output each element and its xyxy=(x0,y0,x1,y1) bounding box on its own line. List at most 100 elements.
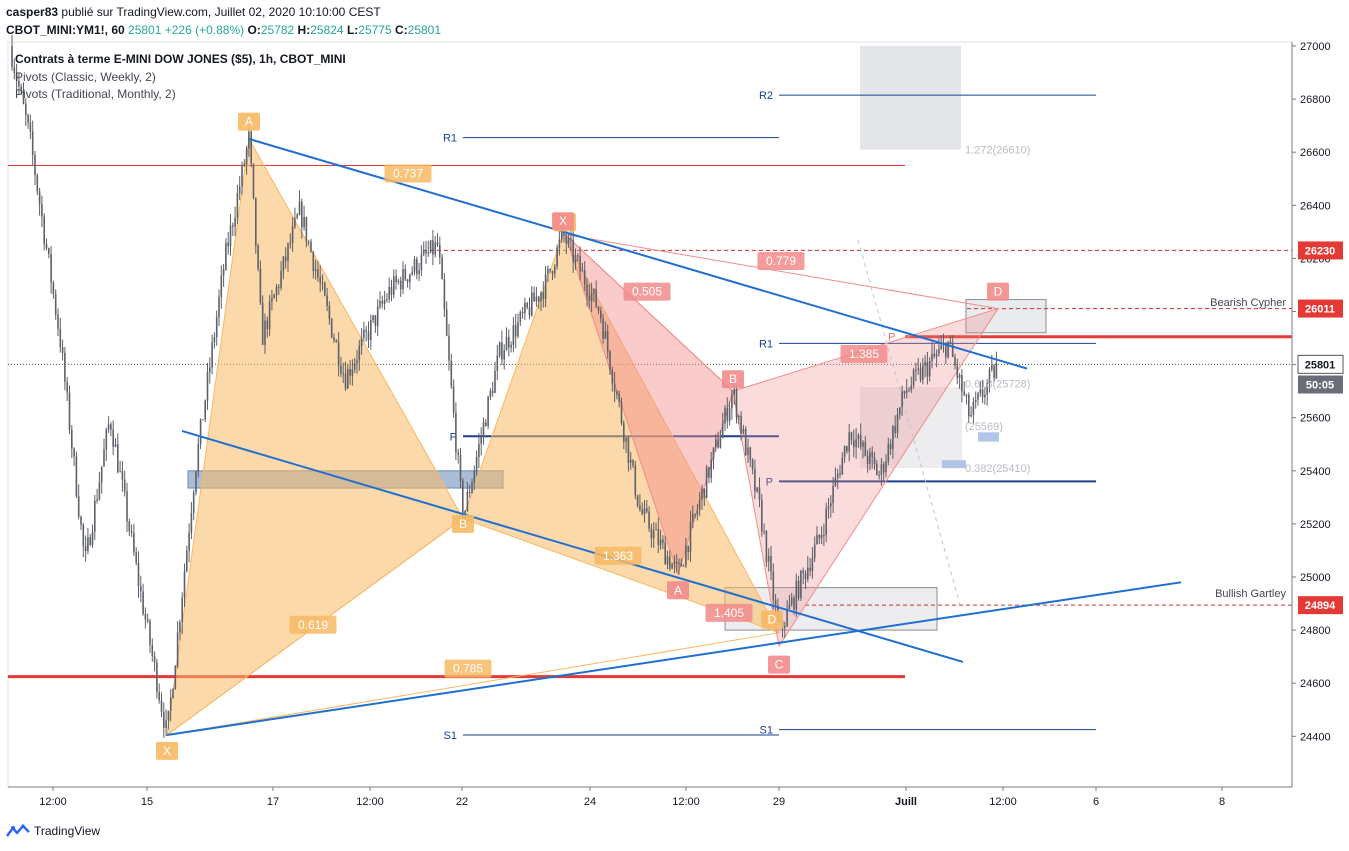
gartley-ratio-xd-bg xyxy=(444,659,492,678)
fib-level-label: 0.382(25410) xyxy=(965,463,1030,475)
candle-body xyxy=(374,315,377,326)
candle-body xyxy=(356,360,358,364)
candle-body xyxy=(892,426,894,450)
time-tick-label: 12:00 xyxy=(672,796,700,808)
price-tick-label: 25400 xyxy=(1300,466,1331,478)
candle-body xyxy=(199,419,202,444)
candle-body xyxy=(52,282,55,294)
candle-body xyxy=(310,241,312,252)
cypher-ratio-bd-bg xyxy=(840,344,888,363)
candle-body xyxy=(418,270,420,275)
candle-body xyxy=(970,414,972,417)
candle-body xyxy=(91,531,94,546)
cypher-ratio-xb-bg xyxy=(623,282,671,301)
candle-body xyxy=(560,229,563,240)
candle-body xyxy=(96,499,98,501)
candle-body xyxy=(432,240,434,255)
candle-body xyxy=(137,563,140,587)
candle-body xyxy=(15,72,18,81)
candle-body xyxy=(305,217,308,242)
cypher-point-b: B xyxy=(729,372,737,386)
candle-body xyxy=(951,342,954,357)
candle-body xyxy=(455,412,457,453)
candle-body xyxy=(708,467,710,478)
candle-body xyxy=(800,570,802,599)
candle-body xyxy=(694,514,696,516)
projection-dash xyxy=(857,239,961,606)
candle-body xyxy=(266,320,269,330)
candle-body xyxy=(954,356,956,366)
candle-body xyxy=(340,365,342,374)
candle-body xyxy=(43,216,45,244)
candle-body xyxy=(715,439,717,448)
candle-body xyxy=(931,353,933,362)
candle-body xyxy=(611,369,614,384)
candle-body xyxy=(609,351,611,370)
candle-body xyxy=(797,580,800,599)
candle-body xyxy=(754,468,756,492)
candle-body xyxy=(600,310,602,319)
candle-body xyxy=(436,242,439,245)
candle-body xyxy=(41,204,43,217)
author-name[interactable]: casper83 xyxy=(6,5,59,19)
candle-body xyxy=(945,343,947,358)
candle-body xyxy=(206,372,209,401)
candle-body xyxy=(811,557,814,572)
candle-body xyxy=(75,456,78,497)
legend-pivots-monthly[interactable]: Pivots (Traditional, Monthly, 2) xyxy=(15,87,176,101)
candle-body xyxy=(981,389,984,398)
candle-body xyxy=(521,312,524,314)
candle-body xyxy=(54,293,57,315)
candle-body xyxy=(738,415,740,418)
pivot-label-r2: R2 xyxy=(759,90,773,102)
candle-body xyxy=(528,307,531,316)
candle-body xyxy=(889,443,892,450)
candle-body xyxy=(873,457,876,464)
candle-body xyxy=(388,286,390,300)
candle-body xyxy=(11,46,13,68)
candle-body xyxy=(142,591,144,615)
candle-body xyxy=(772,571,775,601)
candle-body xyxy=(443,279,446,310)
candle-body xyxy=(232,225,234,227)
legend-title[interactable]: Contrats à terme E-MINI DOW JONES ($5), … xyxy=(15,52,346,66)
symbol-name[interactable]: CBOT_MINI:YM1!, 60 xyxy=(6,23,125,37)
candle-body xyxy=(229,225,232,247)
cypher-ratio-xd-bg xyxy=(757,252,805,271)
fib-level-label: 1.272(26610) xyxy=(965,145,1030,157)
candle-body xyxy=(34,154,36,176)
candle-body xyxy=(165,720,167,728)
candle-body xyxy=(933,353,936,357)
candle-body xyxy=(169,697,172,711)
candle-body xyxy=(372,315,374,321)
time-tick-label: 15 xyxy=(141,796,153,808)
pivot-label-r1: R1 xyxy=(759,338,773,350)
candle-body xyxy=(278,286,280,288)
candles xyxy=(11,34,998,738)
candle-body xyxy=(114,444,117,447)
tradingview-logo[interactable]: TradingView xyxy=(6,824,100,838)
high-value: 25824 xyxy=(310,23,344,37)
candle-body xyxy=(512,325,515,345)
candle-body xyxy=(312,251,315,271)
candle-body xyxy=(616,391,618,395)
candle-body xyxy=(813,544,816,558)
candle-body xyxy=(986,382,988,395)
candle-body xyxy=(176,632,179,667)
candle-body xyxy=(655,529,657,531)
candle-body xyxy=(367,331,370,341)
candle-body xyxy=(991,365,993,370)
candle-body xyxy=(330,318,333,338)
candle-body xyxy=(735,388,738,418)
legend-pivots-weekly[interactable]: Pivots (Classic, Weekly, 2) xyxy=(15,70,156,84)
candle-body xyxy=(441,257,443,280)
candle-body xyxy=(399,280,402,290)
gartley-ratio-xd: 0.785 xyxy=(453,662,483,676)
candle-body xyxy=(121,471,124,480)
cypher-ratio-ac: 1.405 xyxy=(714,606,744,620)
open-value: 25782 xyxy=(260,23,295,37)
candle-body xyxy=(273,294,275,299)
pattern-labels: XABCD0.6190.7371.3630.785XABCD0.5050.779… xyxy=(156,112,1286,760)
candle-body xyxy=(761,499,763,532)
